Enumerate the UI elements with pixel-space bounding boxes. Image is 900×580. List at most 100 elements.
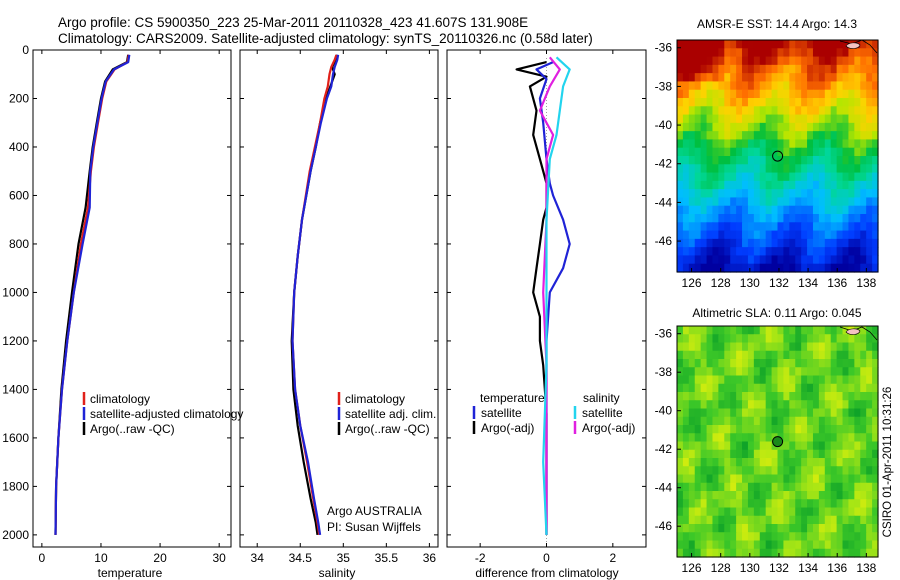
map-cell [783, 433, 790, 443]
map-cell [753, 416, 761, 426]
map-cell [759, 255, 767, 265]
map-cell [771, 48, 779, 58]
map-cell [872, 205, 879, 215]
map-cell [765, 238, 773, 248]
map-cell [807, 64, 814, 74]
map-cell [753, 367, 761, 377]
map-cell [742, 164, 749, 174]
map-cell [818, 524, 826, 533]
map-cell [830, 499, 838, 509]
map-cell [730, 342, 737, 352]
map-cell [824, 383, 832, 393]
map-cell [801, 532, 808, 542]
map-cell [824, 367, 832, 377]
map-cell [742, 367, 749, 377]
map-cell [812, 367, 820, 377]
map-cell [736, 507, 743, 517]
map-cell [801, 359, 808, 368]
map-cell [807, 375, 814, 385]
map-cell [736, 89, 743, 99]
map-cell [807, 205, 814, 215]
map-cell [771, 326, 779, 335]
map-cell [795, 106, 802, 116]
map-cell [872, 131, 879, 141]
map-cell [706, 326, 714, 335]
map-cell [842, 205, 850, 215]
map-cell [724, 326, 731, 335]
map-cell [830, 222, 838, 232]
map-cell [860, 433, 867, 443]
map-cell [801, 147, 808, 157]
map-cell [824, 147, 832, 157]
map-cell [700, 342, 708, 352]
map-cell [872, 164, 879, 174]
map-cell [812, 449, 820, 459]
map-cell [718, 189, 725, 199]
map-cell [783, 139, 790, 149]
map-cell [818, 408, 826, 418]
series-line-climatology [54, 54, 130, 535]
map-cell [824, 40, 832, 49]
map-cell [765, 359, 773, 368]
map-cell [842, 458, 850, 467]
map-cell [736, 131, 743, 141]
map-cell [706, 383, 714, 393]
map-cell [753, 375, 761, 385]
map-cell [789, 350, 796, 360]
map-cell [694, 98, 702, 107]
map-cell [842, 334, 850, 344]
lon-tick-label: 126 [682, 561, 702, 575]
x-tick-label: 30 [212, 551, 226, 565]
map-cell [706, 375, 714, 385]
map-cell [848, 392, 855, 401]
map-cell [759, 458, 767, 467]
map-cell [700, 89, 708, 99]
map-cell [712, 73, 719, 83]
map-cell [694, 122, 702, 132]
map-cell [812, 359, 820, 368]
map-cell [747, 230, 755, 240]
map-cell [736, 359, 743, 368]
map-cell [801, 474, 808, 484]
sst-argo-marker [772, 150, 784, 162]
map-cell [795, 326, 802, 335]
map-cell [830, 350, 838, 360]
map-cell [682, 326, 690, 335]
map-cell [742, 383, 749, 393]
map-cell [747, 491, 755, 500]
map-cell [747, 205, 755, 215]
map-cell [753, 255, 761, 265]
map-cell [848, 197, 855, 207]
map-cell [677, 433, 684, 443]
map-cell [694, 40, 702, 49]
map-cell [812, 491, 820, 500]
legend-satellite-label: satellite adj. clim. [345, 407, 436, 421]
map-cell [777, 230, 785, 240]
map-cell [706, 189, 714, 199]
map-cell [688, 416, 696, 426]
map-cell [730, 40, 737, 49]
map-cell [753, 548, 761, 558]
map-cell [860, 458, 867, 467]
map-cell [830, 524, 838, 533]
map-cell [872, 263, 879, 273]
map-cell [677, 147, 684, 157]
map-cell [694, 449, 702, 459]
map-cell [848, 139, 855, 149]
map-cell [830, 56, 838, 66]
map-cell [807, 524, 814, 533]
map-cell [759, 350, 767, 360]
map-cell [759, 449, 767, 459]
map-cell [706, 214, 714, 223]
map-cell [759, 222, 767, 232]
map-cell [824, 189, 832, 199]
map-cell [801, 425, 808, 434]
map-cell [807, 458, 814, 467]
sst-island [845, 42, 861, 49]
map-cell [777, 425, 785, 434]
map-cell [836, 122, 844, 132]
map-cell [736, 114, 743, 124]
map-cell [818, 48, 826, 58]
map-cell [789, 383, 796, 393]
map-cell [712, 449, 719, 459]
